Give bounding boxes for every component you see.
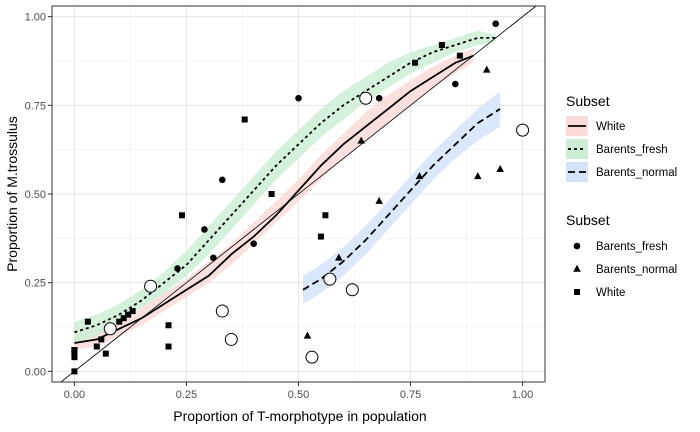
x-tick-label: 0.00 <box>64 389 85 401</box>
point-square <box>268 191 275 197</box>
point-triangle <box>357 136 366 144</box>
point-square <box>84 318 91 325</box>
fit-line-barents-fresh <box>74 37 496 334</box>
point-square <box>71 347 78 354</box>
y-tick-label: 0.25 <box>25 278 46 290</box>
point-square <box>456 52 463 59</box>
point-open-circle <box>323 272 337 286</box>
point-open-circle <box>215 304 229 318</box>
fit-line-white <box>74 54 474 344</box>
point-circle <box>210 254 217 262</box>
point-circle <box>201 226 208 233</box>
y-tick-label: 0.50 <box>25 189 46 201</box>
fit-line-barents-normal <box>302 108 501 291</box>
point-circle <box>250 240 257 247</box>
legend-key-square <box>574 289 580 295</box>
point-triangle <box>375 196 383 204</box>
point-square <box>165 343 172 350</box>
point-square <box>71 354 78 361</box>
point-square <box>438 42 445 49</box>
y-tick-label: 1.00 <box>25 12 46 24</box>
x-tick-label: 0.75 <box>400 389 421 401</box>
point-triangle <box>335 253 343 261</box>
point-circle <box>375 94 383 102</box>
line-legend: Subset White Barents_fresh Barents_norma… <box>566 93 677 182</box>
point-open-circle <box>345 283 359 297</box>
point-square <box>120 315 127 322</box>
point-triangle <box>303 331 312 339</box>
point-open-circle <box>516 123 530 137</box>
point-legend-label: Barents_normal <box>596 264 677 276</box>
x-axis-label: Proportion of T-morphotype in population <box>173 408 426 424</box>
point-triangle <box>473 172 482 180</box>
x-tick-label: 1.00 <box>512 389 533 401</box>
axes: 0.00 0.25 0.50 0.75 1.00 0.00 0.25 0.50 0.75 1.00 <box>25 12 534 401</box>
point-square <box>71 368 78 375</box>
point-triangle <box>496 164 504 172</box>
confidence-band-barents-fresh <box>74 30 496 344</box>
x-tick-label: 0.25 <box>176 389 197 401</box>
legend-key-fill <box>566 162 588 182</box>
point-open-circle <box>144 279 158 293</box>
point-square <box>71 350 78 357</box>
point-circle <box>219 176 226 184</box>
point-legend-title: Subset <box>566 212 610 228</box>
point-triangle <box>482 65 491 73</box>
point-open-circle <box>224 332 238 346</box>
point-legend-label: White <box>596 287 625 299</box>
point-circle <box>452 80 459 88</box>
y-tick-label: 0.00 <box>25 366 46 378</box>
point-square <box>116 318 123 325</box>
line-legend-title: Subset <box>566 93 610 109</box>
point-square <box>178 212 185 219</box>
point-legend: Subset Barents_fresh Barents_normal Whit… <box>566 212 677 299</box>
confidence-bands <box>74 30 501 351</box>
point-square <box>125 311 132 318</box>
line-legend-label: Barents_normal <box>596 167 677 179</box>
data-points <box>71 20 530 375</box>
point-circle <box>492 20 500 28</box>
point-square <box>317 233 324 240</box>
fitted-curves <box>74 37 501 344</box>
point-circle <box>295 94 302 102</box>
legend-key-triangle <box>573 264 581 272</box>
y-tick-label: 0.75 <box>25 100 46 112</box>
point-square <box>98 336 105 343</box>
point-square <box>322 212 329 219</box>
point-square <box>412 59 419 66</box>
confidence-band-white <box>74 48 474 351</box>
point-open-circle <box>103 322 117 336</box>
point-square <box>165 322 172 329</box>
point-square <box>102 350 109 357</box>
point-square <box>241 116 248 123</box>
point-square <box>93 343 100 350</box>
point-legend-label: Barents_fresh <box>596 241 668 253</box>
point-open-circle <box>305 350 319 364</box>
x-tick-label: 0.50 <box>288 389 309 401</box>
point-triangle <box>415 172 424 180</box>
point-square <box>129 308 136 315</box>
line-legend-label: Barents_fresh <box>596 144 668 156</box>
legend-key-circle <box>573 242 581 250</box>
line-legend-label: White <box>596 121 625 133</box>
confidence-band-barents-normal <box>303 91 501 304</box>
point-circle <box>174 265 181 272</box>
y-axis-label: Proportion of M.trossulus <box>4 116 20 272</box>
point-open-circle <box>359 91 373 105</box>
